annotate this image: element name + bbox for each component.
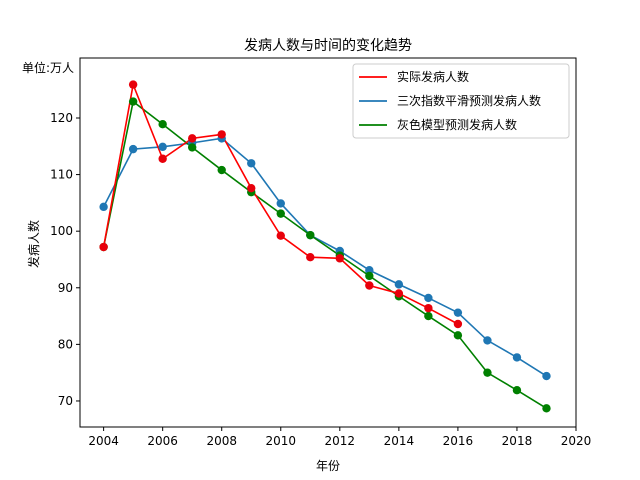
- x-tick-label: 2018: [502, 434, 533, 448]
- x-tick-label: 2008: [206, 434, 237, 448]
- x-tick-label: 2010: [265, 434, 296, 448]
- plot-frame: [79, 57, 577, 428]
- data-point-1: [99, 202, 108, 212]
- data-point-0: [158, 154, 167, 163]
- data-point-1: [394, 280, 404, 289]
- legend-label-1: 三次指数平滑预测发病人数: [397, 93, 541, 108]
- data-point-2: [306, 230, 315, 240]
- y-tick-label: 70: [58, 394, 73, 408]
- data-point-2: [483, 368, 492, 377]
- y-tick-label: 110: [50, 168, 73, 182]
- x-tick-label: 2006: [147, 434, 178, 448]
- data-point-0: [99, 242, 108, 252]
- series-line-1: [102, 137, 547, 377]
- data-point-1: [453, 308, 463, 317]
- data-point-0: [394, 289, 404, 298]
- legend-box: [352, 63, 570, 139]
- data-point-1: [158, 142, 167, 152]
- x-axis-label: 年份: [316, 459, 340, 473]
- data-point-1: [424, 293, 433, 303]
- data-point-2: [128, 97, 138, 106]
- y-axis-label: 发病人数: [26, 220, 41, 268]
- data-point-2: [512, 386, 522, 395]
- unit-label: 单位:万人: [22, 60, 74, 75]
- data-point-0: [306, 253, 315, 262]
- legend-label-2: 灰色模型预测发病人数: [397, 117, 517, 132]
- data-point-2: [217, 165, 226, 175]
- data-point-0: [365, 281, 374, 290]
- x-tick-label: 2004: [88, 434, 119, 448]
- data-point-2: [453, 331, 463, 340]
- data-point-0: [335, 254, 345, 263]
- x-tick-label: 2014: [384, 434, 415, 448]
- plot-area: 2004 2006 2008 2010 2012 2014 2016 2018 2020 70 80…: [50, 57, 592, 448]
- x-tick-label: 2020: [561, 434, 592, 448]
- data-point-0: [247, 183, 256, 193]
- data-point-1: [247, 159, 256, 168]
- x-tick-label: 2012: [325, 434, 356, 448]
- data-point-0: [217, 130, 226, 139]
- data-point-2: [542, 404, 551, 413]
- data-point-0: [276, 231, 285, 240]
- data-point-2: [276, 209, 285, 218]
- data-point-0: [424, 303, 433, 313]
- data-point-1: [276, 199, 285, 208]
- data-point-2: [424, 311, 433, 321]
- data-point-1: [512, 353, 522, 362]
- y-tick-label: 90: [58, 281, 73, 295]
- data-point-1: [542, 371, 551, 381]
- y-tick-label: 120: [50, 111, 73, 125]
- data-point-0: [453, 319, 463, 329]
- data-point-0: [128, 80, 138, 89]
- y-tick-label: 100: [50, 224, 73, 238]
- y-tick-label: 80: [58, 337, 73, 351]
- data-point-0: [187, 134, 197, 143]
- series-line-2: [102, 100, 547, 410]
- data-point-2: [158, 120, 167, 129]
- data-point-2: [365, 271, 374, 281]
- data-point-1: [128, 144, 138, 154]
- data-point-1: [483, 336, 492, 345]
- data-point-2: [187, 143, 197, 152]
- x-tick-label: 2016: [443, 434, 474, 448]
- legend-label-0: 实际发病人数: [397, 69, 469, 84]
- chart-title: 发病人数与时间的变化趋势: [244, 38, 412, 54]
